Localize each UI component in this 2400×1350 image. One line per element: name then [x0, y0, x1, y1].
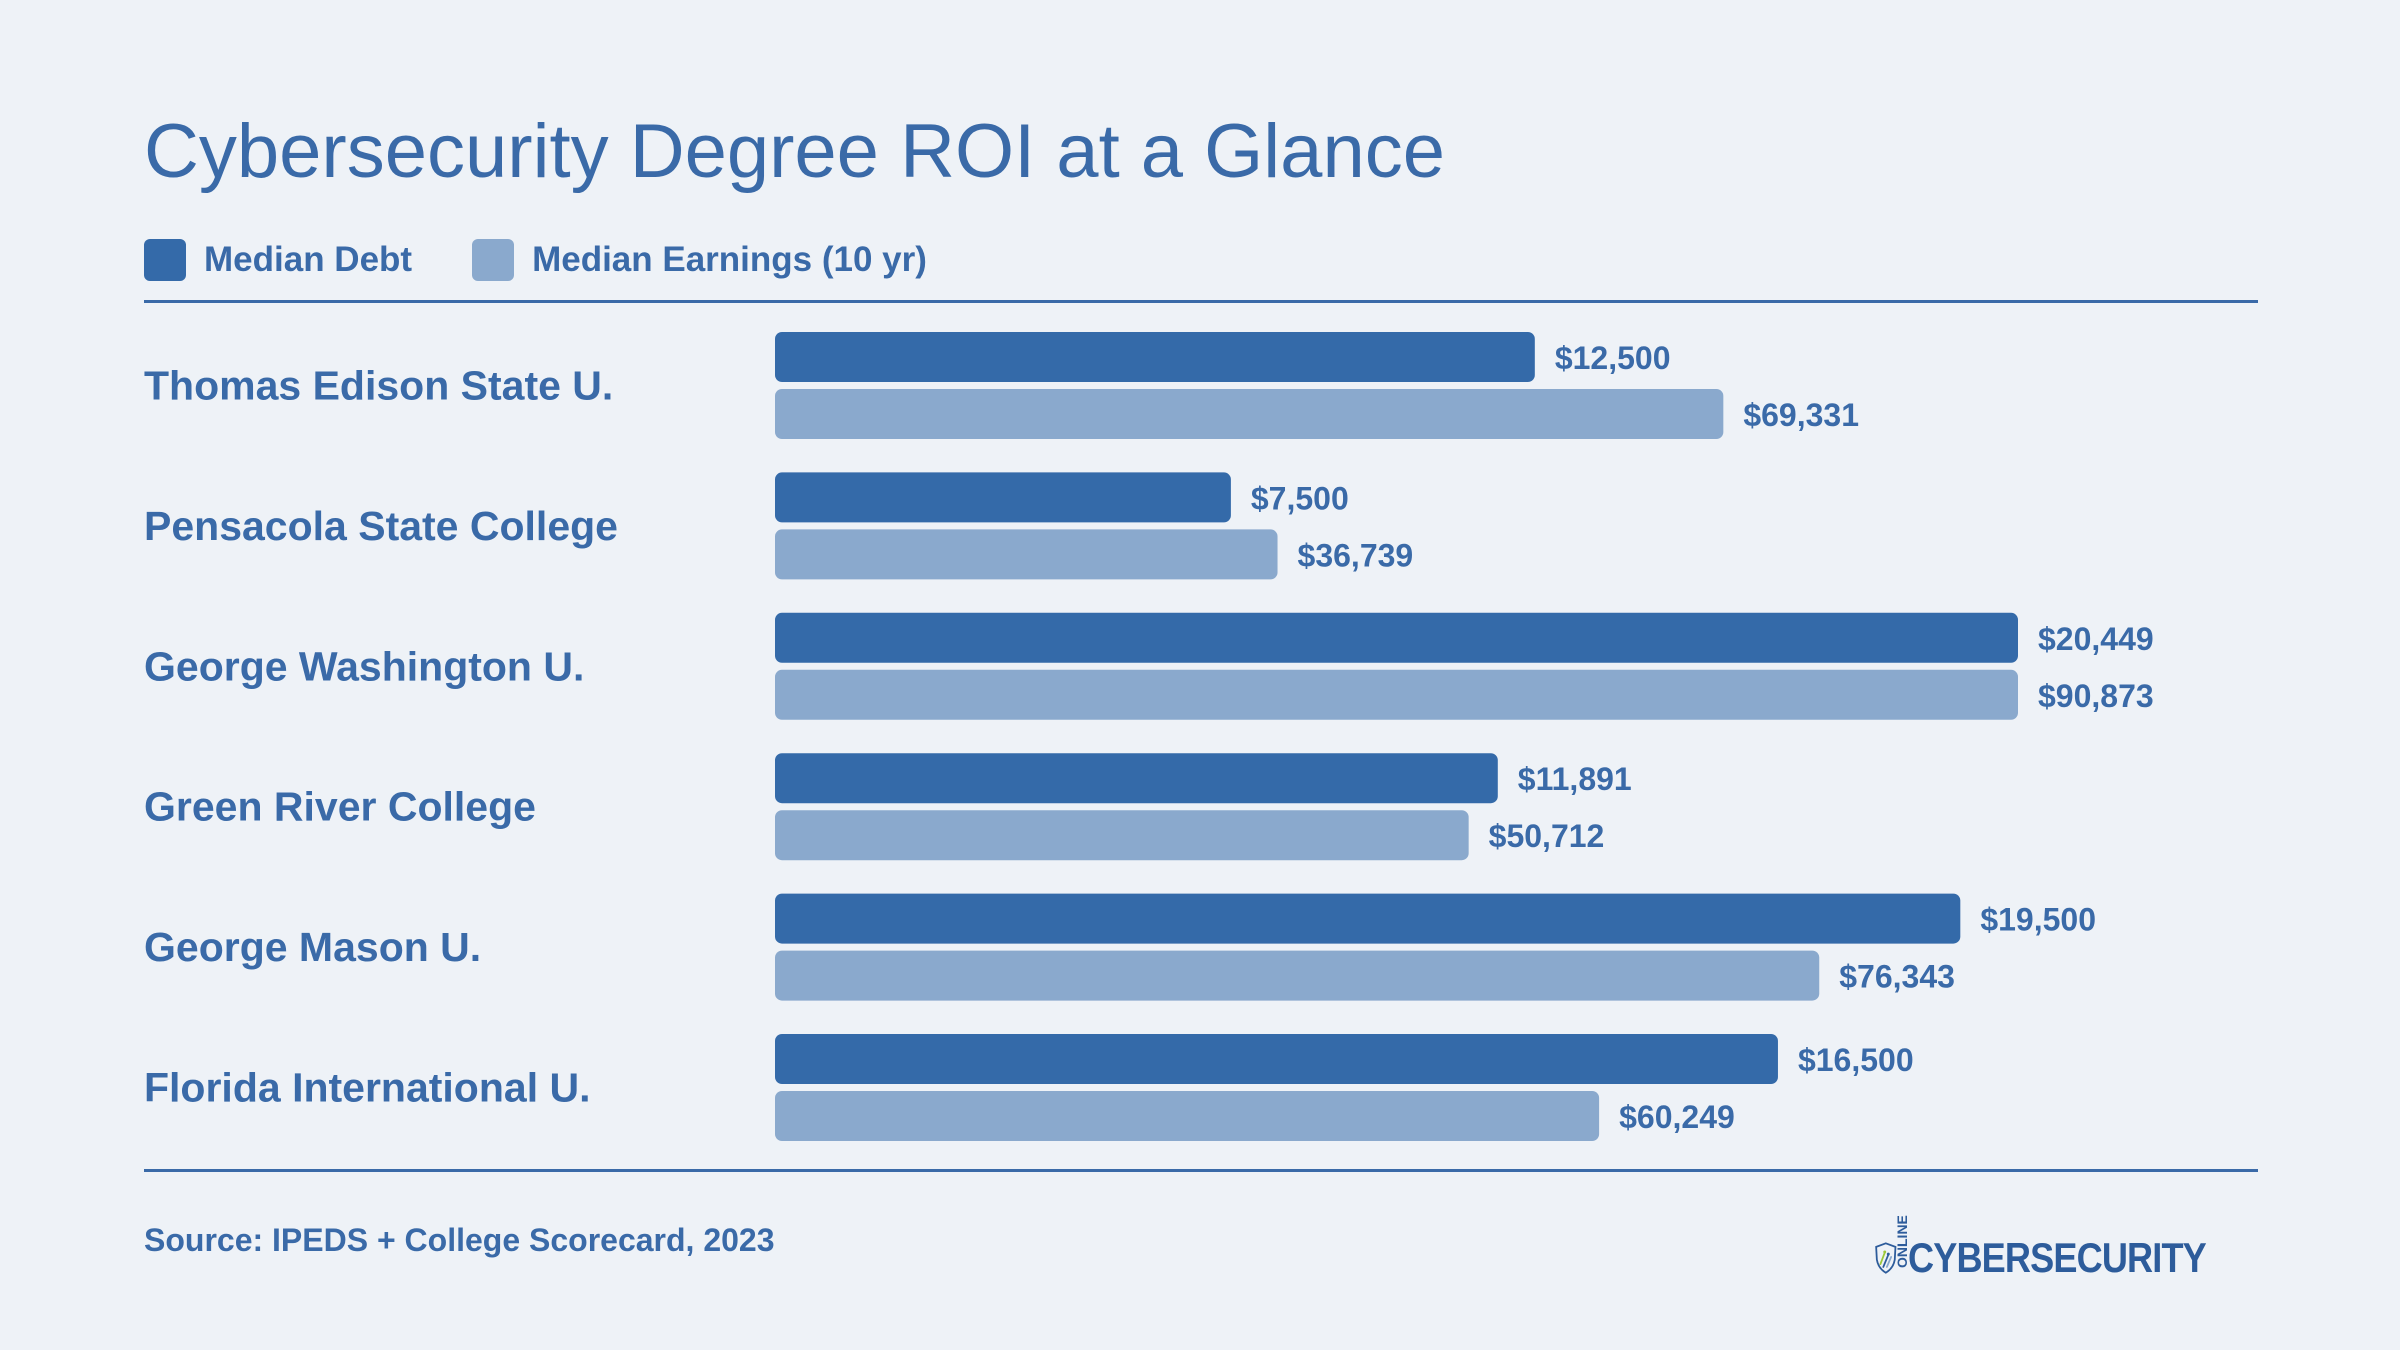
data-label-earnings: $50,712 [1489, 818, 1605, 854]
chart-title: Cybersecurity Degree ROI at a Glance [144, 109, 1445, 194]
category-label: Florida International U. [144, 1065, 590, 1111]
data-label-earnings: $76,343 [1839, 959, 1955, 995]
source-note: Source: IPEDS + College Scorecard, 2023 [144, 1222, 775, 1258]
bottom-divider [144, 1169, 2258, 1172]
bar-median-earnings [775, 389, 1724, 439]
category-label: George Washington U. [144, 643, 584, 689]
legend-label-debt: Median Debt [204, 240, 413, 279]
legend-swatch-debt [144, 239, 186, 281]
logo-text: CYBERSECURITY [1907, 1234, 2207, 1281]
shield-icon [1875, 1242, 1897, 1274]
legend-swatch-earnings [472, 239, 515, 281]
category-label: Pensacola State College [144, 503, 618, 549]
legend-item-earnings: Median Earnings (10 yr) [472, 239, 927, 281]
bar-median-earnings [775, 810, 1469, 861]
category-label: George Mason U. [144, 924, 481, 970]
data-label-earnings: $60,249 [1619, 1099, 1735, 1135]
bar-median-debt [775, 1034, 1778, 1084]
data-label-earnings: $90,873 [2038, 678, 2154, 714]
bar-median-debt [775, 753, 1498, 804]
bar-median-earnings [775, 529, 1278, 580]
category-label: Thomas Edison State U. [144, 363, 613, 409]
category-label: Green River College [144, 784, 536, 830]
bar-median-debt [775, 472, 1231, 523]
data-label-debt: $11,891 [1518, 761, 1632, 797]
bar-median-debt [775, 893, 1961, 944]
brand-logo: ONLINE CYBERSECURITY [1874, 1210, 2254, 1306]
data-label-debt: $19,500 [1980, 902, 2096, 938]
data-label-debt: $16,500 [1798, 1042, 1914, 1078]
data-label-debt: $12,500 [1555, 340, 1671, 376]
bar-median-earnings [775, 950, 1820, 1001]
legend: Median Debt Median Earnings (10 yr) [144, 236, 987, 284]
top-divider [144, 300, 2258, 303]
bar-median-earnings [775, 1091, 1600, 1141]
data-label-earnings: $36,739 [1298, 537, 1414, 573]
data-label-debt: $20,449 [2038, 621, 2154, 657]
bar-median-debt [775, 332, 1535, 382]
bar-median-earnings [775, 669, 2018, 720]
legend-label-earnings: Median Earnings (10 yr) [532, 240, 927, 279]
legend-item-debt: Median Debt [144, 239, 412, 281]
data-label-earnings: $69,331 [1743, 397, 1859, 433]
bar-median-debt [775, 612, 2018, 663]
data-label-debt: $7,500 [1251, 480, 1349, 516]
